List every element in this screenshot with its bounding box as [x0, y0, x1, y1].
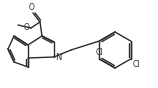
Text: N: N — [55, 53, 61, 62]
Text: O: O — [24, 23, 30, 32]
Text: Cl: Cl — [133, 60, 140, 69]
Text: O: O — [29, 3, 35, 12]
Text: Cl: Cl — [96, 48, 103, 57]
